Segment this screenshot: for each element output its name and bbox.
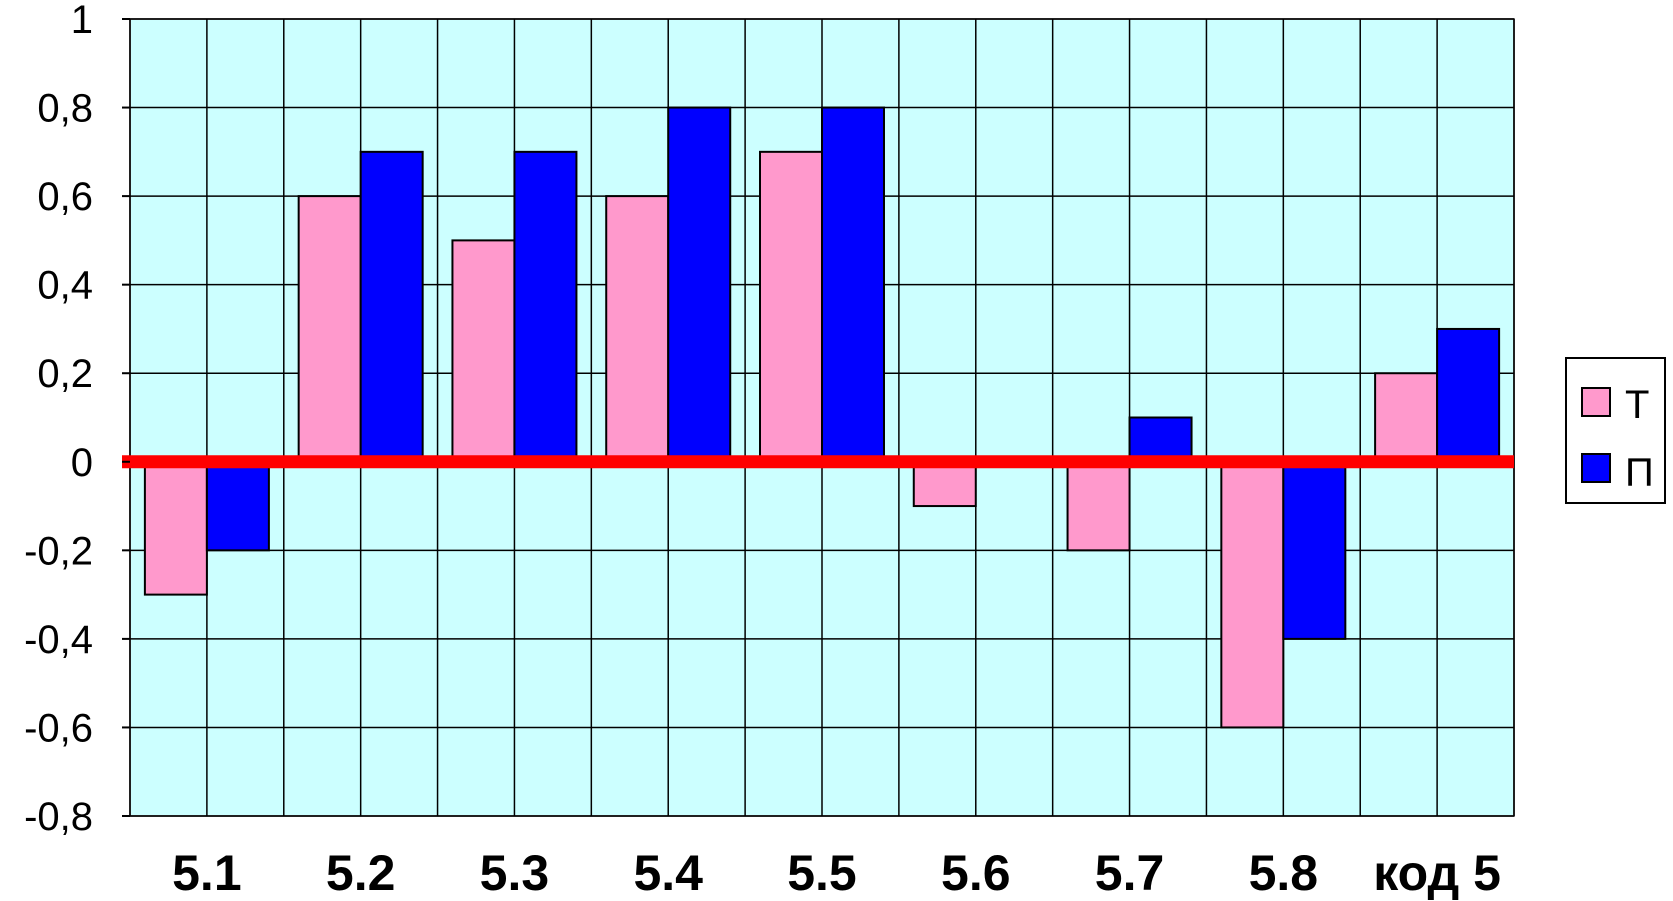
legend-swatch-p — [1581, 453, 1611, 483]
x-category-label: 5.8 — [1249, 845, 1319, 901]
legend-label-t: Т — [1625, 383, 1649, 427]
bar-t-8 — [1374, 372, 1439, 463]
x-category-label: код 5 — [1373, 845, 1501, 901]
y-tick-label: -0,6 — [24, 706, 93, 750]
x-category-label: 5.1 — [172, 845, 242, 901]
bar-p-1 — [359, 150, 424, 463]
bar-t-2 — [451, 239, 516, 463]
x-category-label: 5.3 — [480, 845, 550, 901]
x-category-label: 5.7 — [1095, 845, 1165, 901]
x-category-label: 5.6 — [941, 845, 1011, 901]
bar-t-1 — [297, 195, 362, 463]
bar-p-2 — [513, 150, 578, 463]
bar-p-3 — [667, 106, 732, 463]
bar-p-0 — [205, 460, 270, 552]
bar-p-6 — [1128, 416, 1193, 463]
legend-swatch-t — [1581, 387, 1611, 417]
bar-p-8 — [1436, 327, 1501, 463]
y-tick-label: 0 — [71, 441, 93, 485]
bars — [143, 106, 1501, 729]
bar-p-7 — [1282, 460, 1347, 640]
y-tick-label: 0,4 — [37, 264, 93, 308]
bar-t-7 — [1220, 460, 1285, 729]
y-tick-label: -0,2 — [24, 529, 93, 573]
y-tick-label: 0,8 — [37, 87, 93, 131]
x-category-label: 5.4 — [633, 845, 703, 901]
bar-t-4 — [759, 150, 823, 463]
y-axis-ticks: 1 0,8 0,6 0,4 0,2 0 -0,2 -0,4 -0,6 -0,8 — [24, 0, 130, 839]
x-axis-categories: 5.1 5.2 5.3 5.4 5.5 5.6 5.7 5.8 код 5 — [172, 845, 1501, 901]
bar-t-3 — [605, 195, 670, 463]
bar-t-5 — [912, 460, 977, 508]
y-tick-label: 0,2 — [37, 352, 93, 396]
bar-t-6 — [1066, 460, 1131, 552]
y-tick-label: 0,6 — [37, 175, 93, 219]
bar-t-0 — [143, 460, 208, 596]
x-category-label: 5.2 — [326, 845, 396, 901]
y-tick-label: -0,8 — [24, 795, 93, 839]
bar-p-4 — [821, 106, 885, 463]
legend-label-p: П — [1625, 451, 1654, 495]
legend: Т П — [1565, 357, 1666, 504]
y-tick-label: -0,4 — [24, 618, 93, 662]
x-category-label: 5.5 — [787, 845, 857, 901]
y-tick-label: 1 — [71, 0, 93, 42]
